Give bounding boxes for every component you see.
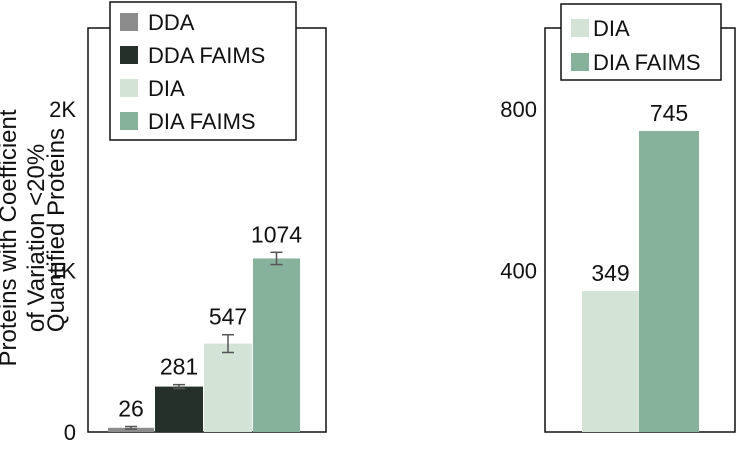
- chart2-legend-swatch-1: [571, 53, 589, 71]
- chart1-legend-swatch-1: [120, 46, 138, 64]
- chart2-y-tick-1: 800: [500, 97, 537, 122]
- chart1-data-label-1: 281: [160, 354, 198, 380]
- chart1-bar-1: [155, 386, 203, 432]
- chart2-y-axis-title-line-0: Proteins with Coefficient: [0, 109, 22, 366]
- chart1-y-tick-1: 1K: [49, 258, 76, 283]
- chart1-y-tick-0: 0: [64, 420, 76, 445]
- chart1-data-label-2: 547: [209, 304, 247, 330]
- chart1-y-tick-2: 2K: [49, 97, 76, 122]
- chart1-bar-2: [204, 343, 252, 432]
- chart1-legend-label-0: DDA: [148, 10, 195, 35]
- chart1-data-label-0: 26: [118, 396, 144, 422]
- chart2-data-label-0: 349: [591, 260, 629, 286]
- chart2-bar-1: [639, 131, 699, 432]
- chart1-legend-label-3: DIA FAIMS: [148, 109, 256, 134]
- chart1-legend-swatch-3: [120, 112, 138, 130]
- chart2-legend-label-1: DIA FAIMS: [593, 50, 701, 75]
- chart1-bar-3: [253, 258, 300, 432]
- chart1-y-axis-title-line-0: Quantified Proteins: [43, 128, 70, 332]
- chart2-y-tick-0: 400: [500, 258, 537, 283]
- chart1-data-label-3: 1074: [251, 221, 302, 247]
- chart2-bar-0: [582, 291, 639, 432]
- chart1-legend: [109, 1, 297, 141]
- chart1-y-axis-title: Quantified Proteins: [43, 128, 70, 332]
- chart1-bar-0: [108, 427, 154, 432]
- chart2-data-label-1: 745: [650, 100, 688, 126]
- chart2-legend-swatch-0: [571, 19, 589, 37]
- chart1-legend-swatch-2: [120, 79, 138, 97]
- chart1-legend-label-2: DIA: [148, 76, 185, 101]
- chart2-y-axis-title-line-1: of Variation <20%: [23, 144, 50, 332]
- chart2-legend-label-0: DIA: [593, 16, 630, 41]
- chart2-y-axis-title: Proteins with Coefficientof Variation <2…: [0, 109, 50, 366]
- chart1-legend-swatch-0: [120, 13, 138, 31]
- chart1-legend-label-1: DDA FAIMS: [148, 43, 265, 68]
